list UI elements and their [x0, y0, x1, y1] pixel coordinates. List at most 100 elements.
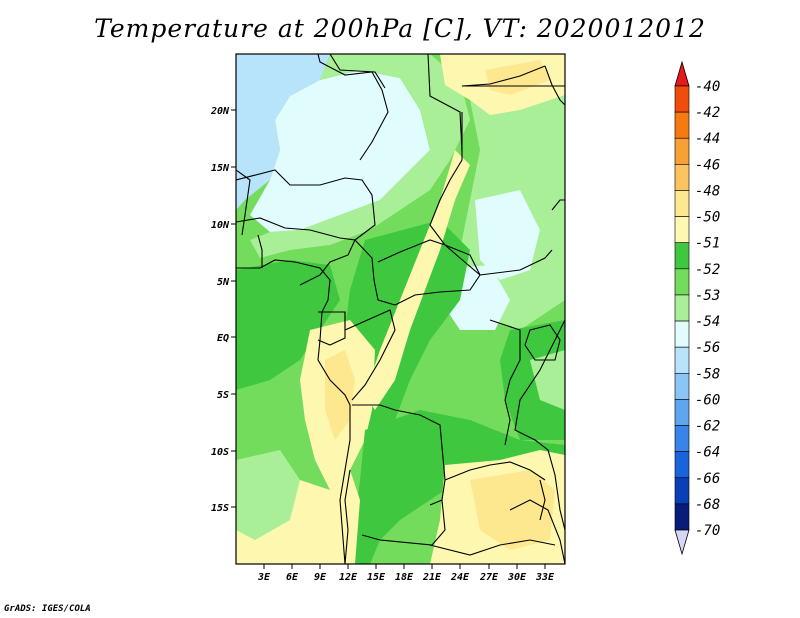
- lon-ticks: [263, 564, 546, 569]
- colorbar-segment: [674, 503, 690, 531]
- field-light-green-east-coast: [530, 350, 565, 410]
- lon-label: 3E: [257, 572, 271, 583]
- colorbar-label: -52: [695, 262, 720, 278]
- colorbar-segment: [674, 164, 690, 191]
- colorbar-label: -50: [695, 210, 720, 226]
- lat-labels: 20N 15N 10N 5N EQ 5S 10S 15S: [210, 106, 230, 514]
- colorbar-label: -40: [695, 79, 720, 95]
- boundary-gabon: [317, 311, 346, 346]
- lon-label: 30E: [507, 572, 527, 583]
- boundary-nigeria: [236, 217, 356, 286]
- lat-label: 10N: [211, 220, 230, 231]
- map-title: Temperature at 200hPa [C], VT: 202001201…: [94, 14, 706, 43]
- boundary-car-drc: [377, 239, 481, 306]
- boundary-zambia-tanzania: [444, 461, 546, 481]
- boundary-namibia: [344, 469, 351, 564]
- credit-label: GrADS: IGES/COLA: [4, 604, 91, 614]
- boundary-lake-tanganyika: [504, 399, 511, 446]
- boundary-mozambique: [509, 499, 565, 564]
- colorbar-label: -64: [695, 445, 720, 461]
- boundary-east-coast: [514, 319, 565, 531]
- lon-label: 6E: [286, 572, 299, 583]
- colorbar-label: -58: [695, 366, 720, 382]
- lon-label: 18E: [395, 572, 414, 583]
- colorbar-label: -70: [695, 523, 720, 539]
- colorbar-bottom-arrow: [674, 529, 690, 556]
- map-frame: [235, 53, 566, 565]
- lon-label: 27E: [479, 572, 499, 583]
- colorbar-segment: [674, 242, 690, 270]
- lat-label: EQ: [217, 333, 229, 344]
- boundary-zambia-zimbabwe: [429, 539, 556, 556]
- boundary-sudan-south-sudan: [479, 249, 553, 276]
- colorbar-segment: [674, 111, 690, 139]
- lat-ticks: [231, 109, 236, 508]
- colorbar-label: -60: [695, 392, 720, 408]
- field-light-yellow-se-core: [470, 470, 555, 550]
- colorbar-segment: [674, 85, 690, 113]
- boundary-cameroon-car: [354, 239, 396, 306]
- colorbar-label: -51: [695, 236, 720, 252]
- colorbar-segment: [674, 451, 690, 479]
- colorbar-label: -44: [695, 131, 720, 147]
- boundary-benin: [257, 234, 263, 268]
- colorbar-label: -42: [695, 105, 720, 121]
- colorbar-segment: [674, 268, 690, 296]
- colorbar-label: -68: [695, 497, 720, 513]
- field-light-green-sw: [236, 450, 300, 540]
- lon-label: 33E: [535, 572, 555, 583]
- colorbar-segment: [674, 399, 690, 426]
- lat-label: 15N: [211, 163, 230, 174]
- colorbar-segment: [674, 477, 690, 505]
- boundary-north-coast: [461, 65, 546, 87]
- boundary-drc-angola: [352, 404, 446, 506]
- field-dark-green-west: [236, 260, 340, 390]
- colorbar-segment: [674, 372, 690, 400]
- lon-label: 9E: [314, 572, 327, 583]
- colorbar-label: -53: [695, 288, 720, 304]
- boundary-niger-chad: [236, 169, 376, 241]
- field-pale-cyan-east: [475, 190, 540, 280]
- lat-label: 5N: [217, 277, 230, 288]
- colorbar-label: -62: [695, 419, 720, 435]
- boundary-coastline: [236, 259, 351, 564]
- boundary-mali-niger: [236, 169, 251, 236]
- lon-label: 15E: [367, 572, 386, 583]
- lat-label: 5S: [217, 390, 229, 401]
- field-yellow-ridge: [365, 150, 470, 410]
- field-pale-cyan-north: [250, 70, 430, 232]
- boundary-ethiopia: [551, 199, 565, 211]
- lat-label: 15S: [211, 503, 229, 514]
- colorbar-segment: [674, 190, 690, 217]
- lat-label: 20N: [210, 106, 230, 117]
- lon-label: 21E: [422, 572, 442, 583]
- field-light-yellow-sw-core: [325, 350, 355, 440]
- colorbar-label: -56: [695, 340, 720, 356]
- colorbar-segment: [674, 346, 690, 374]
- field-dark-green-south: [350, 410, 565, 564]
- colorbar-label: -54: [695, 314, 720, 330]
- lon-labels: 3E 6E 9E 12E 15E 18E 21E 24E 27E 30E 33E: [257, 572, 555, 583]
- lon-label: 12E: [339, 572, 358, 583]
- boundary-algeria-libya: [317, 54, 389, 161]
- boundary-lake-malawi: [539, 479, 546, 521]
- boundary-libya-egypt: [427, 54, 463, 153]
- colorbar-label: -66: [695, 471, 720, 487]
- colorbar-label: -48: [695, 183, 720, 199]
- boundary-red-sea: [544, 65, 565, 106]
- lat-label: 10S: [211, 447, 229, 458]
- colorbar-segment: [674, 294, 690, 322]
- boundary-chad-sudan: [429, 112, 481, 276]
- colorbar: -40 -42 -44 -46 -48 -50 -51 -52 -53 -54 -56 -58 -60 -…: [674, 60, 720, 556]
- colorbar-segment: [674, 216, 690, 244]
- field-dark-green-east-coast: [500, 320, 565, 440]
- colorbar-top-arrow: [674, 60, 690, 87]
- colorbar-label: -46: [695, 157, 720, 173]
- boundary-libya-chad-north: [329, 54, 386, 89]
- colorbar-segment: [674, 425, 690, 452]
- boundary-drc-uganda: [489, 319, 521, 401]
- field-pale-blue-nw: [236, 54, 330, 210]
- boundary-lake-victoria: [524, 324, 561, 361]
- lon-label: 24E: [450, 572, 470, 583]
